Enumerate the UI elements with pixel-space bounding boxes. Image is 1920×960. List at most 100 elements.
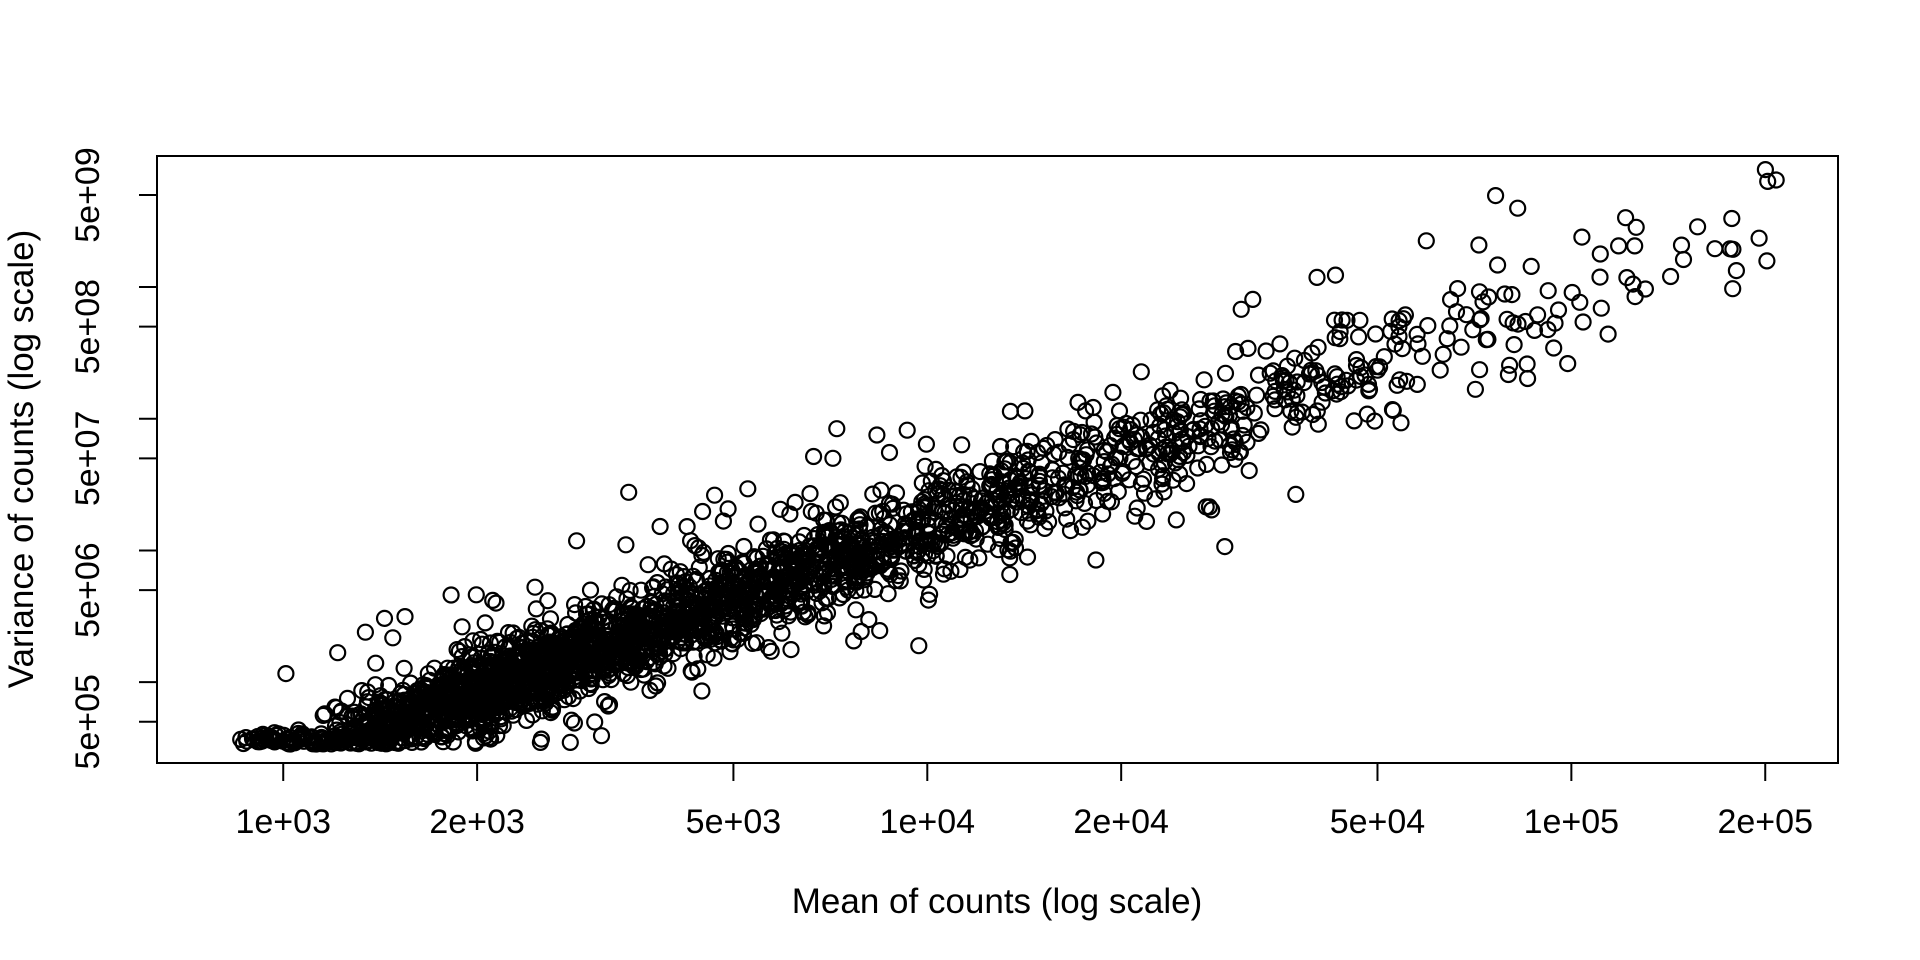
y-tick-label: 5e+08 bbox=[69, 279, 107, 375]
data-point bbox=[869, 537, 888, 555]
data-point bbox=[1470, 283, 1489, 301]
data-point bbox=[590, 656, 609, 674]
data-point bbox=[1331, 330, 1349, 348]
data-point bbox=[1688, 218, 1707, 236]
data-point bbox=[547, 640, 565, 659]
data-point bbox=[1431, 361, 1449, 379]
data-point bbox=[958, 476, 976, 494]
data-point bbox=[667, 614, 686, 632]
data-point bbox=[1002, 533, 1020, 552]
data-point bbox=[920, 585, 939, 603]
data-point bbox=[1233, 426, 1252, 445]
data-point bbox=[1539, 321, 1557, 339]
data-point bbox=[1001, 565, 1019, 584]
data-point bbox=[1724, 280, 1742, 298]
data-point bbox=[1231, 443, 1250, 461]
data-point bbox=[622, 620, 640, 638]
data-point bbox=[1029, 467, 1048, 485]
data-point bbox=[1002, 500, 1020, 518]
data-point bbox=[686, 536, 704, 555]
data-point bbox=[285, 731, 303, 749]
data-point bbox=[700, 584, 719, 602]
data-point bbox=[954, 491, 973, 510]
data-point bbox=[764, 560, 782, 579]
data-point bbox=[456, 637, 474, 656]
data-point bbox=[369, 733, 387, 751]
data-point bbox=[689, 539, 708, 557]
x-tick-label: 1e+05 bbox=[1524, 803, 1620, 841]
data-point bbox=[584, 611, 603, 629]
data-point bbox=[1474, 293, 1492, 311]
data-point bbox=[1151, 417, 1169, 435]
data-point bbox=[682, 662, 700, 680]
data-point bbox=[644, 578, 663, 596]
data-point bbox=[488, 726, 506, 744]
data-point bbox=[479, 695, 497, 714]
data-point bbox=[1345, 412, 1363, 430]
data-point bbox=[1674, 250, 1693, 269]
data-point bbox=[1559, 355, 1577, 373]
data-point bbox=[915, 560, 933, 579]
data-point bbox=[1288, 403, 1307, 422]
data-point bbox=[1203, 420, 1221, 438]
data-point bbox=[1232, 300, 1250, 318]
data-point bbox=[1126, 507, 1144, 525]
data-point bbox=[1008, 478, 1027, 496]
data-point bbox=[442, 586, 460, 604]
data-point bbox=[781, 505, 799, 523]
data-point bbox=[583, 669, 601, 687]
data-point bbox=[1723, 209, 1741, 228]
data-point bbox=[913, 474, 931, 492]
data-point bbox=[538, 667, 556, 685]
data-point bbox=[565, 714, 584, 732]
data-point bbox=[1018, 442, 1036, 460]
data-point bbox=[1618, 269, 1636, 287]
data-point bbox=[1352, 367, 1370, 385]
data-point bbox=[512, 653, 531, 672]
data-point bbox=[868, 426, 886, 444]
data-point bbox=[1750, 229, 1768, 247]
x-tick-label: 1e+03 bbox=[235, 803, 331, 841]
data-point bbox=[910, 637, 928, 655]
data-point bbox=[1661, 267, 1680, 286]
data-point bbox=[993, 511, 1011, 529]
data-point bbox=[1087, 551, 1105, 569]
data-point bbox=[768, 570, 786, 588]
data-point bbox=[369, 696, 387, 714]
data-point bbox=[460, 691, 478, 709]
data-point bbox=[626, 615, 644, 633]
x-tick-label: 1e+04 bbox=[880, 803, 976, 841]
data-point bbox=[1095, 441, 1113, 460]
data-point bbox=[473, 635, 491, 653]
data-point bbox=[1247, 386, 1266, 404]
data-point bbox=[1574, 313, 1592, 331]
data-point bbox=[1158, 400, 1177, 418]
data-point bbox=[1257, 342, 1275, 360]
data-point bbox=[586, 713, 604, 731]
data-point bbox=[1161, 381, 1179, 399]
data-point bbox=[994, 504, 1012, 522]
data-point bbox=[531, 733, 550, 752]
data-point bbox=[735, 554, 753, 573]
data-point bbox=[572, 671, 590, 690]
data-point bbox=[1213, 405, 1231, 423]
data-point bbox=[1069, 393, 1087, 411]
data-point bbox=[1333, 311, 1351, 329]
data-point bbox=[1022, 432, 1040, 450]
data-point bbox=[871, 621, 889, 640]
data-point bbox=[852, 622, 870, 641]
data-point bbox=[668, 574, 686, 592]
data-point bbox=[760, 556, 778, 574]
data-point bbox=[711, 563, 729, 581]
data-point bbox=[953, 436, 971, 454]
data-point bbox=[991, 529, 1009, 548]
data-point bbox=[366, 676, 384, 694]
data-point bbox=[453, 647, 471, 666]
data-point bbox=[565, 595, 584, 614]
data-point bbox=[700, 608, 719, 627]
data-point bbox=[784, 554, 802, 573]
data-point bbox=[1328, 375, 1347, 393]
data-point bbox=[775, 532, 793, 550]
data-point bbox=[1132, 363, 1150, 381]
data-point bbox=[922, 472, 940, 490]
